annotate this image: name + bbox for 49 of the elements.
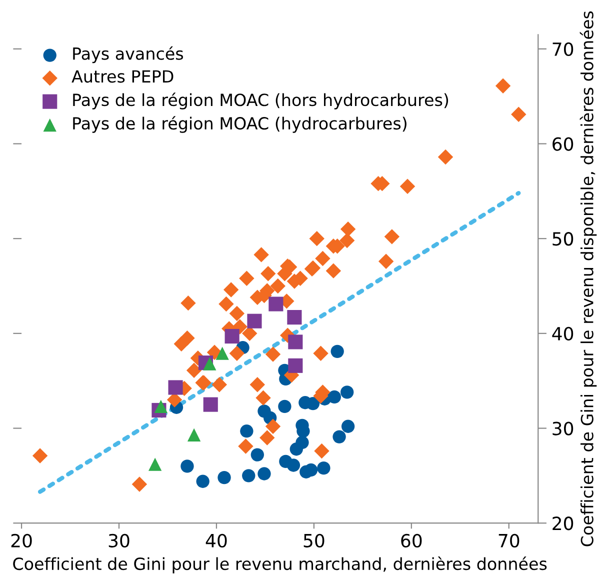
point [242, 469, 256, 482]
point [258, 467, 271, 480]
point [168, 380, 183, 395]
x-tick-label: 30 [108, 534, 130, 548]
legend-label: Autres PEPD [72, 70, 174, 83]
legend-label: Pays de la région MOAC (hors hydrocarbures) [73, 92, 448, 110]
point [180, 460, 194, 473]
point [286, 458, 300, 472]
point [288, 334, 303, 350]
y-tick-label: 20 [552, 516, 574, 530]
x-tick-label: 40 [206, 534, 227, 548]
point [240, 424, 254, 438]
legend-label: Pays de la région MOAC (hydrocarbures) [73, 116, 406, 133]
point [216, 346, 229, 360]
point [218, 470, 231, 484]
point [250, 448, 264, 462]
point [328, 390, 341, 404]
x-tick-label: 70 [498, 534, 520, 548]
point [330, 344, 344, 358]
point [341, 420, 355, 433]
point [203, 397, 218, 412]
point [317, 461, 330, 475]
point [224, 328, 240, 344]
x-tick-label: 60 [401, 534, 422, 548]
x-tick-label: 20 [11, 534, 32, 548]
point [196, 474, 210, 488]
y-tick-label: 30 [552, 422, 574, 436]
point [278, 400, 292, 414]
point [154, 400, 168, 414]
point [288, 358, 303, 373]
x-tick-label: 50 [304, 534, 324, 548]
point [148, 458, 162, 471]
y-tick-label: 70 [552, 42, 574, 56]
point [268, 296, 284, 312]
y-tick-label: 40 [552, 326, 574, 341]
x-axis-title: Coefficient de Gini pour le revenu marchand, dernières données [13, 556, 547, 574]
point [187, 428, 201, 442]
point [296, 436, 309, 450]
point [332, 430, 346, 444]
point [340, 386, 354, 399]
y-axis-title: Coefficient de Gini pour le revenu disponible, dernières données [580, 11, 597, 546]
y-tick-label: 50 [552, 232, 574, 246]
point [287, 310, 302, 325]
legend-label: Pays avancés [73, 46, 184, 64]
point [304, 463, 318, 477]
point [203, 357, 216, 370]
point [306, 397, 320, 410]
y-tick-label: 60 [552, 137, 574, 151]
point [247, 314, 262, 328]
